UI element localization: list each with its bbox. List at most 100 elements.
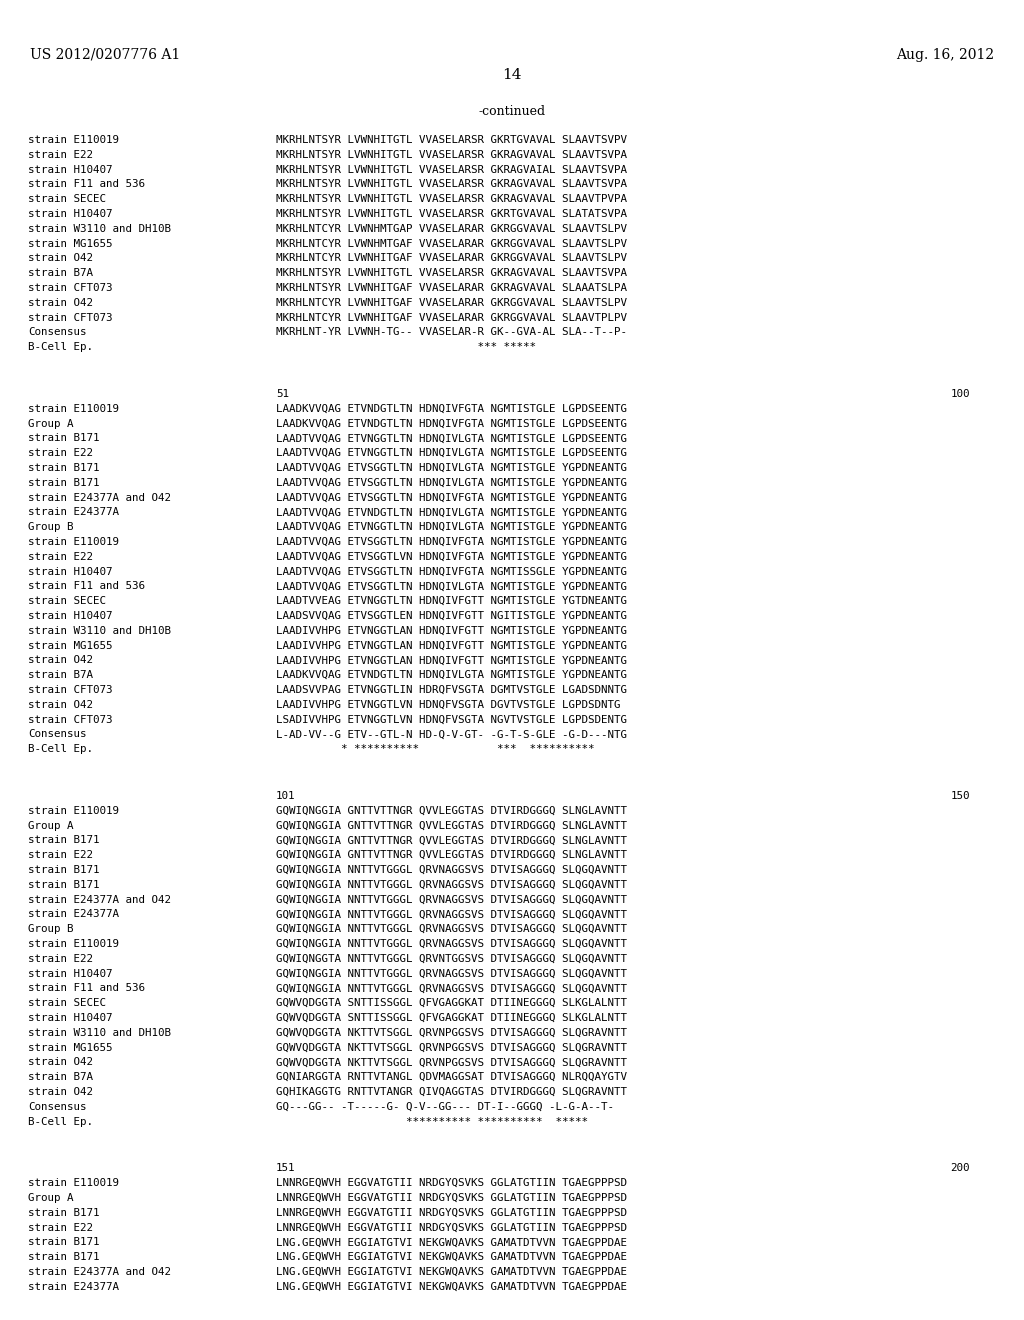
Text: strain B171: strain B171: [28, 463, 99, 473]
Text: strain E22: strain E22: [28, 449, 93, 458]
Text: strain F11 and 536: strain F11 and 536: [28, 581, 145, 591]
Text: strain E24377A and O42: strain E24377A and O42: [28, 1267, 171, 1276]
Text: 151: 151: [276, 1163, 296, 1173]
Text: LAADKVVQAG ETVNDGTLTN HDNQIVFGTA NGMTISTGLE LGPDSEENTG: LAADKVVQAG ETVNDGTLTN HDNQIVFGTA NGMTIST…: [276, 418, 627, 429]
Text: Consensus: Consensus: [28, 730, 86, 739]
Text: strain H10407: strain H10407: [28, 611, 113, 620]
Text: GQWIQNGGIA NNTTVTGGGL QRVNAGGSVS DTVISAGGGQ SLQGQAVNTT: GQWIQNGGIA NNTTVTGGGL QRVNAGGSVS DTVISAG…: [276, 909, 627, 920]
Text: strain E22: strain E22: [28, 850, 93, 861]
Text: *** *****: *** *****: [276, 342, 536, 352]
Text: LAADKVVQAG ETVNDGTLTN HDNQIVFGTA NGMTISTGLE LGPDSEENTG: LAADKVVQAG ETVNDGTLTN HDNQIVFGTA NGMTIST…: [276, 404, 627, 413]
Text: strain H10407: strain H10407: [28, 1012, 113, 1023]
Text: GQWIQNGGIA GNTTVTTNGR QVVLEGGTAS DTVIRDGGGQ SLNGLAVNTT: GQWIQNGGIA GNTTVTTNGR QVVLEGGTAS DTVIRDG…: [276, 836, 627, 845]
Text: strain B171: strain B171: [28, 433, 99, 444]
Text: strain MG1655: strain MG1655: [28, 1043, 113, 1052]
Text: * **********            ***  **********: * ********** *** **********: [276, 744, 595, 754]
Text: strain E22: strain E22: [28, 149, 93, 160]
Text: strain E24377A: strain E24377A: [28, 507, 119, 517]
Text: strain B7A: strain B7A: [28, 1072, 93, 1082]
Text: strain E22: strain E22: [28, 552, 93, 562]
Text: strain O42: strain O42: [28, 1057, 93, 1068]
Text: Group A: Group A: [28, 418, 74, 429]
Text: LAADTVVQAG ETVNGGTLTN HDNQIVLGTA NGMTISTGLE LGPDSEENTG: LAADTVVQAG ETVNGGTLTN HDNQIVLGTA NGMTIST…: [276, 449, 627, 458]
Text: GQWIQNGGIA NNTTVTGGGL QRVNAGGSVS DTVISAGGGQ SLQGQAVNTT: GQWIQNGGIA NNTTVTGGGL QRVNAGGSVS DTVISAG…: [276, 969, 627, 978]
Text: strain E24377A: strain E24377A: [28, 1282, 119, 1292]
Text: MKRHLNTSYR LVWNHITGTL VVASELARSR GKRAGVAVAL SLAAVTSVPA: MKRHLNTSYR LVWNHITGTL VVASELARSR GKRAGVA…: [276, 180, 627, 189]
Text: strain H10407: strain H10407: [28, 969, 113, 978]
Text: B-Cell Ep.: B-Cell Ep.: [28, 744, 93, 754]
Text: MKRHLNTCYR LVWNHMTGAF VVASELARAR GKRGGVAVAL SLAAVTSLPV: MKRHLNTCYR LVWNHMTGAF VVASELARAR GKRGGVA…: [276, 239, 627, 248]
Text: GQHIKAGGTG RNTTVTANGR QIVQAGGTAS DTVIRDGGGQ SLQGRAVNTT: GQHIKAGGTG RNTTVTANGR QIVQAGGTAS DTVIRDG…: [276, 1086, 627, 1097]
Text: LSADIVVHPG ETVNGGTLVN HDNQFVSGTA NGVTVSTGLE LGPDSDENTG: LSADIVVHPG ETVNGGTLVN HDNQFVSGTA NGVTVST…: [276, 714, 627, 725]
Text: LAADSVVQAG ETVSGGTLEN HDNQIVFGTT NGITISTGLE YGPDNEANTG: LAADSVVQAG ETVSGGTLEN HDNQIVFGTT NGITIST…: [276, 611, 627, 620]
Text: LAADTVVQAG ETVNDGTLTN HDNQIVLGTA NGMTISTGLE YGPDNEANTG: LAADTVVQAG ETVNDGTLTN HDNQIVLGTA NGMTIST…: [276, 507, 627, 517]
Text: strain CFT073: strain CFT073: [28, 714, 113, 725]
Text: B-Cell Ep.: B-Cell Ep.: [28, 342, 93, 352]
Text: strain MG1655: strain MG1655: [28, 640, 113, 651]
Text: LAADTVVQAG ETVNGGTLTN HDNQIVLGTA NGMTISTGLE YGPDNEANTG: LAADTVVQAG ETVNGGTLTN HDNQIVLGTA NGMTIST…: [276, 523, 627, 532]
Text: strain H10407: strain H10407: [28, 566, 113, 577]
Text: 14: 14: [502, 69, 522, 82]
Text: Consensus: Consensus: [28, 1102, 86, 1111]
Text: strain E110019: strain E110019: [28, 939, 119, 949]
Text: MKRHLNTSYR LVWNHITGTL VVASELARSR GKRAGVAIAL SLAAVTSVPA: MKRHLNTSYR LVWNHITGTL VVASELARSR GKRAGVA…: [276, 165, 627, 174]
Text: GQWIQNGGIA GNTTVTTNGR QVVLEGGTAS DTVIRDGGGQ SLNGLAVNTT: GQWIQNGGIA GNTTVTTNGR QVVLEGGTAS DTVIRDG…: [276, 821, 627, 830]
Text: MKRHLNTSYR LVWNHITGTL VVASELARSR GKRAGVAVAL SLAAVTSVPA: MKRHLNTSYR LVWNHITGTL VVASELARSR GKRAGVA…: [276, 268, 627, 279]
Text: strain E110019: strain E110019: [28, 404, 119, 413]
Text: strain F11 and 536: strain F11 and 536: [28, 983, 145, 994]
Text: strain B171: strain B171: [28, 1253, 99, 1262]
Text: strain B171: strain B171: [28, 1208, 99, 1218]
Text: Group B: Group B: [28, 523, 74, 532]
Text: strain E24377A and O42: strain E24377A and O42: [28, 895, 171, 904]
Text: LAADTVVQAG ETVSGGTLVN HDNQIVFGTA NGMTISTGLE YGPDNEANTG: LAADTVVQAG ETVSGGTLVN HDNQIVFGTA NGMTIST…: [276, 552, 627, 562]
Text: 51: 51: [276, 389, 289, 399]
Text: strain SECEC: strain SECEC: [28, 194, 106, 205]
Text: LAADTVVQAG ETVSGGTLTN HDNQIVLGTA NGMTISTGLE YGPDNEANTG: LAADTVVQAG ETVSGGTLTN HDNQIVLGTA NGMTIST…: [276, 463, 627, 473]
Text: strain H10407: strain H10407: [28, 209, 113, 219]
Text: 101: 101: [276, 791, 296, 801]
Text: MKRHLNTSYR LVWNHITGTL VVASELARSR GKRTGVAVAL SLATATSVPA: MKRHLNTSYR LVWNHITGTL VVASELARSR GKRTGVA…: [276, 209, 627, 219]
Text: ********** **********  *****: ********** ********** *****: [276, 1117, 588, 1126]
Text: LAADIVVHPG ETVNGGTLAN HDNQIVFGTT NGMTISTGLE YGPDNEANTG: LAADIVVHPG ETVNGGTLAN HDNQIVFGTT NGMTIST…: [276, 626, 627, 636]
Text: 150: 150: [950, 791, 970, 801]
Text: MKRHLNTCYR LVWNHITGAF VVASELARAR GKRGGVAVAL SLAAVTSLPV: MKRHLNTCYR LVWNHITGAF VVASELARAR GKRGGVA…: [276, 298, 627, 308]
Text: strain O42: strain O42: [28, 1086, 93, 1097]
Text: strain O42: strain O42: [28, 253, 93, 264]
Text: strain E24377A: strain E24377A: [28, 909, 119, 920]
Text: GQWVQDGGTA NKTTVTSGGL QRVNPGGSVS DTVISAGGGQ SLQGRAVNTT: GQWVQDGGTA NKTTVTSGGL QRVNPGGSVS DTVISAG…: [276, 1057, 627, 1068]
Text: B-Cell Ep.: B-Cell Ep.: [28, 1117, 93, 1126]
Text: GQWIQNGGTA NNTTVTGGGL QRVNTGGSVS DTVISAGGGQ SLQGQAVNTT: GQWIQNGGTA NNTTVTGGGL QRVNTGGSVS DTVISAG…: [276, 954, 627, 964]
Text: strain O42: strain O42: [28, 700, 93, 710]
Text: LAADIVVHPG ETVNGGTLAN HDNQIVFGTT NGMTISTGLE YGPDNEANTG: LAADIVVHPG ETVNGGTLAN HDNQIVFGTT NGMTIST…: [276, 656, 627, 665]
Text: GQWIQNGGIA NNTTVTGGGL QRVNAGGSVS DTVISAGGGQ SLQGQAVNTT: GQWIQNGGIA NNTTVTGGGL QRVNAGGSVS DTVISAG…: [276, 924, 627, 935]
Text: LNG.GEQWVH EGGIATGTVI NEKGWQAVKS GAMATDTVVN TGAEGPPDAE: LNG.GEQWVH EGGIATGTVI NEKGWQAVKS GAMATDT…: [276, 1282, 627, 1292]
Text: MKRHLNTSYR LVWNHITGTL VVASELARSR GKRAGVAVAL SLAAVTSVPA: MKRHLNTSYR LVWNHITGTL VVASELARSR GKRAGVA…: [276, 149, 627, 160]
Text: strain B7A: strain B7A: [28, 671, 93, 680]
Text: MKRHLNTSYR LVWNHITGAF VVASELARAR GKRAGVAVAL SLAAATSLPA: MKRHLNTSYR LVWNHITGAF VVASELARAR GKRAGVA…: [276, 282, 627, 293]
Text: GQ---GG-- -T-----G- Q-V--GG--- DT-I--GGGQ -L-G-A--T-: GQ---GG-- -T-----G- Q-V--GG--- DT-I--GGG…: [276, 1102, 614, 1111]
Text: strain W3110 and DH10B: strain W3110 and DH10B: [28, 626, 171, 636]
Text: strain E110019: strain E110019: [28, 1179, 119, 1188]
Text: GQWIQNGGIA NNTTVTGGGL QRVNAGGSVS DTVISAGGGQ SLQGQAVNTT: GQWIQNGGIA NNTTVTGGGL QRVNAGGSVS DTVISAG…: [276, 939, 627, 949]
Text: LNG.GEQWVH EGGIATGTVI NEKGWQAVKS GAMATDTVVN TGAEGPPDAE: LNG.GEQWVH EGGIATGTVI NEKGWQAVKS GAMATDT…: [276, 1267, 627, 1276]
Text: strain W3110 and DH10B: strain W3110 and DH10B: [28, 224, 171, 234]
Text: LNG.GEQWVH EGGIATGTVI NEKGWQAVKS GAMATDTVVN TGAEGPPDAE: LNG.GEQWVH EGGIATGTVI NEKGWQAVKS GAMATDT…: [276, 1253, 627, 1262]
Text: Consensus: Consensus: [28, 327, 86, 338]
Text: strain E110019: strain E110019: [28, 537, 119, 546]
Text: strain O42: strain O42: [28, 298, 93, 308]
Text: strain E110019: strain E110019: [28, 135, 119, 145]
Text: GQNIARGGTA RNTTVTANGL QDVMAGGSAT DTVISAGGGQ NLRQQAYGTV: GQNIARGGTA RNTTVTANGL QDVMAGGSAT DTVISAG…: [276, 1072, 627, 1082]
Text: strain B171: strain B171: [28, 880, 99, 890]
Text: strain B7A: strain B7A: [28, 268, 93, 279]
Text: MKRHLNTSYR LVWNHITGTL VVASELARSR GKRTGVAVAL SLAAVTSVPV: MKRHLNTSYR LVWNHITGTL VVASELARSR GKRTGVA…: [276, 135, 627, 145]
Text: Group A: Group A: [28, 1193, 74, 1203]
Text: LAADIVVHPG ETVNGGTLAN HDNQIVFGTT NGMTISTGLE YGPDNEANTG: LAADIVVHPG ETVNGGTLAN HDNQIVFGTT NGMTIST…: [276, 640, 627, 651]
Text: strain E22: strain E22: [28, 1222, 93, 1233]
Text: strain B171: strain B171: [28, 1237, 99, 1247]
Text: strain SECEC: strain SECEC: [28, 998, 106, 1008]
Text: LAADIVVHPG ETVNGGTLVN HDNQFVSGTA DGVTVSTGLE LGPDSDNTG: LAADIVVHPG ETVNGGTLVN HDNQFVSGTA DGVTVST…: [276, 700, 621, 710]
Text: strain B171: strain B171: [28, 478, 99, 488]
Text: MKRHLNTCYR LVWNHITGAF VVASELARAR GKRGGVAVAL SLAAVTSLPV: MKRHLNTCYR LVWNHITGAF VVASELARAR GKRGGVA…: [276, 253, 627, 264]
Text: GQWIQNGGIA NNTTVTGGGL QRVNAGGSVS DTVISAGGGQ SLQGQAVNTT: GQWIQNGGIA NNTTVTGGGL QRVNAGGSVS DTVISAG…: [276, 895, 627, 904]
Text: strain W3110 and DH10B: strain W3110 and DH10B: [28, 1028, 171, 1038]
